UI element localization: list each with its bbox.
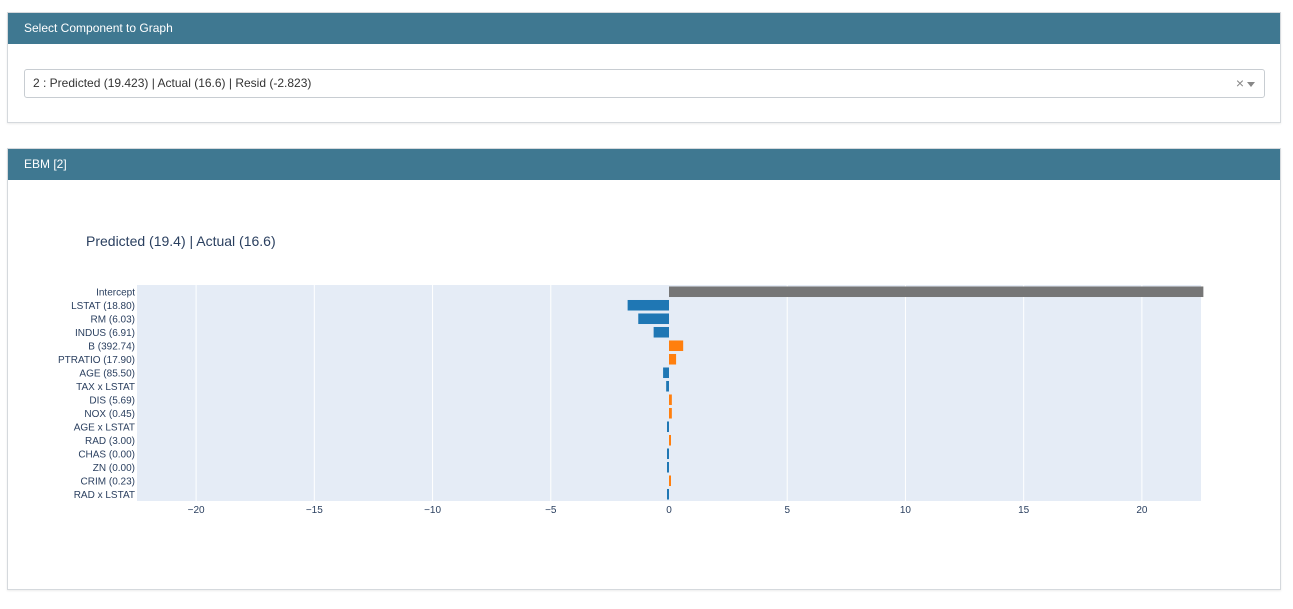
ebm-panel: EBM [2] Predicted (19.4) | Actual (16.6)… [7, 148, 1281, 590]
y-tick-label: CHAS (0.00) [78, 449, 135, 460]
bar [667, 488, 669, 500]
bar [667, 461, 669, 473]
bar [663, 367, 669, 379]
bar [669, 475, 671, 487]
bar [669, 434, 671, 446]
x-tick-label: 0 [666, 505, 672, 516]
y-tick-label: PTRATIO (17.90) [58, 355, 135, 366]
bar [669, 286, 1204, 298]
select-value: 2 : Predicted (19.423) | Actual (16.6) |… [33, 76, 312, 90]
x-tick-label: 10 [900, 505, 912, 516]
y-tick-label: NOX (0.45) [84, 409, 135, 420]
bar [653, 326, 669, 338]
y-tick-label: RAD x LSTAT [74, 490, 135, 501]
bar [667, 421, 669, 433]
bar [627, 299, 669, 311]
y-tick-label: Intercept [96, 287, 135, 298]
x-tick-label: −20 [188, 505, 205, 516]
y-tick-label: INDUS (6.91) [75, 328, 135, 339]
bar [638, 313, 669, 325]
bar [669, 394, 672, 406]
y-tick-label: AGE (85.50) [79, 368, 135, 379]
x-tick-label: 15 [1018, 505, 1030, 516]
chart-title: Predicted (19.4) | Actual (16.6) [86, 233, 276, 249]
y-tick-label: DIS (5.69) [89, 395, 135, 406]
bar [669, 340, 684, 352]
y-tick-label: CRIM (0.23) [81, 476, 135, 487]
y-tick-label: LSTAT (18.80) [71, 301, 135, 312]
x-tick-label: 20 [1136, 505, 1148, 516]
bar [669, 407, 672, 419]
clear-icon[interactable]: × [1235, 75, 1244, 91]
y-tick-label: B (392.74) [88, 341, 135, 352]
bar [666, 380, 669, 392]
panel-header: EBM [2] [8, 149, 1280, 180]
bar [669, 353, 677, 365]
bar-chart: −20 −15 −10 −5 0 5 10 15 20 Intercept LSTAT (18.80… [58, 285, 1204, 516]
x-tick-label: −5 [545, 505, 557, 516]
x-tick-label: −15 [306, 505, 323, 516]
chevron-down-icon[interactable] [1247, 82, 1255, 87]
x-tick-label: −10 [424, 505, 441, 516]
y-tick-label: ZN (0.00) [93, 463, 135, 474]
y-tick-label: AGE x LSTAT [74, 422, 135, 433]
component-select[interactable]: 2 : Predicted (19.423) | Actual (16.6) |… [24, 69, 1265, 98]
y-tick-label: RAD (3.00) [85, 436, 135, 447]
y-tick-label: RM (6.03) [91, 314, 135, 325]
component-select-panel: Select Component to Graph 2 : Predicted … [7, 12, 1281, 123]
bar [667, 448, 669, 460]
panel-header: Select Component to Graph [8, 13, 1280, 44]
x-tick-label: 5 [784, 505, 790, 516]
y-tick-label: TAX x LSTAT [76, 382, 135, 393]
